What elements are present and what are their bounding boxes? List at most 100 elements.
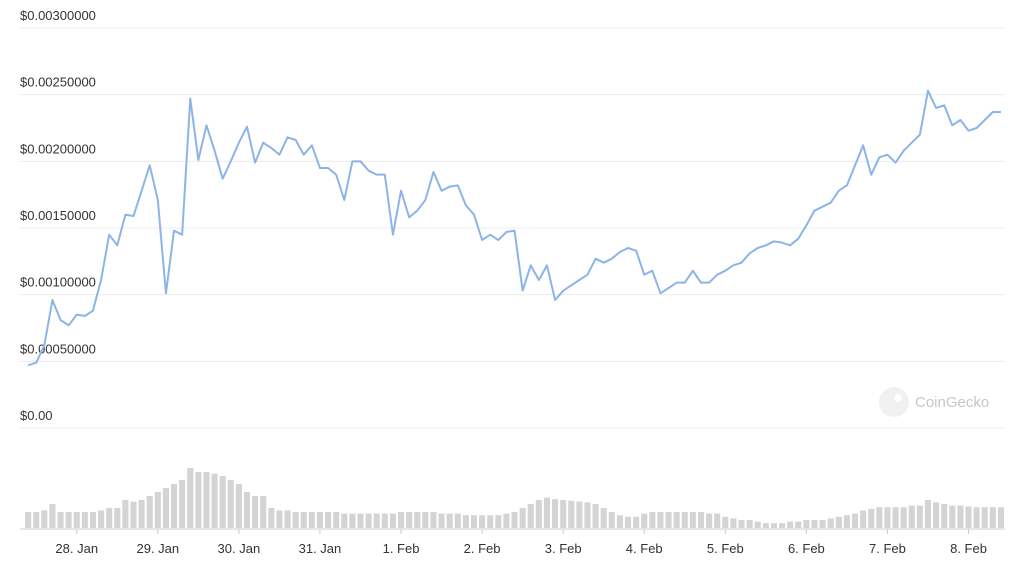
volume-bar — [779, 523, 786, 528]
volume-bar — [957, 505, 964, 528]
volume-bar — [730, 518, 737, 528]
x-tick-label: 1. Feb — [383, 541, 420, 556]
volume-bar — [908, 505, 915, 528]
volume-bar — [154, 492, 161, 528]
volume-bar — [98, 510, 105, 528]
y-tick-label: $0.00300000 — [20, 8, 96, 23]
volume-bar — [195, 472, 202, 528]
watermark-logo — [879, 387, 909, 417]
volume-bar — [924, 500, 932, 528]
volume-bar — [430, 512, 437, 528]
volume-bar — [25, 512, 32, 528]
watermark-logo-eye — [894, 394, 902, 402]
x-tick-label: 8. Feb — [950, 541, 987, 556]
volume-bar — [276, 510, 283, 528]
volume-bar — [33, 512, 40, 528]
volume-bar — [114, 508, 121, 528]
volume-bar — [446, 513, 453, 528]
volume-bar — [187, 468, 194, 528]
volume-bar — [341, 513, 348, 528]
volume-bar — [300, 512, 307, 528]
volume-bar — [333, 512, 340, 528]
volume-bar — [397, 512, 405, 528]
volume-bar — [900, 507, 907, 528]
volume-bar — [697, 512, 705, 528]
volume-bar — [754, 521, 761, 528]
volume-bar — [738, 520, 745, 528]
x-tick-label: 6. Feb — [788, 541, 825, 556]
y-tick-label: $0.00100000 — [20, 275, 96, 290]
volume-bar — [965, 506, 972, 528]
x-tick-label: 30. Jan — [218, 541, 261, 556]
volume-bar — [162, 488, 169, 528]
y-tick-label: $0.00150000 — [20, 208, 96, 223]
volume-bar — [138, 500, 145, 528]
volume-bar — [357, 513, 364, 528]
watermark-text: CoinGecko — [915, 394, 989, 411]
volume-bar — [787, 521, 794, 528]
y-tick-label: $0.00050000 — [20, 341, 96, 356]
volume-bar — [106, 508, 113, 528]
volume-bar — [487, 515, 494, 528]
volume-bar — [884, 507, 891, 528]
volume-bar — [57, 512, 64, 528]
x-tick-label: 28. Jan — [55, 541, 98, 556]
volume-bar — [211, 473, 218, 528]
volume-bar — [41, 510, 48, 528]
volume-bar — [770, 523, 777, 528]
volume-bar — [819, 520, 826, 528]
volume-bar — [365, 513, 372, 528]
volume-bar — [600, 508, 607, 528]
volume-bar — [130, 501, 137, 528]
x-tick-label: 7. Feb — [869, 541, 906, 556]
volume-bar — [949, 505, 956, 528]
volume-bar — [438, 513, 445, 528]
volume-bar — [641, 513, 648, 528]
y-tick-label: $0.00250000 — [20, 75, 96, 90]
volume-bar — [576, 501, 583, 528]
volume-bar — [795, 521, 802, 528]
volume-bar — [803, 520, 810, 528]
volume-bar — [454, 513, 461, 528]
x-tick-label: 4. Feb — [626, 541, 663, 556]
volume-bar — [592, 504, 599, 528]
volume-bar — [933, 502, 940, 528]
volume-bar — [560, 500, 567, 528]
volume-bar — [973, 507, 980, 528]
volume-bar — [373, 513, 380, 528]
x-tick-label: 31. Jan — [299, 541, 342, 556]
volume-bar — [316, 512, 323, 528]
volume-bar — [511, 512, 518, 528]
volume-bar — [868, 508, 875, 528]
y-tick-label: $0.00200000 — [20, 141, 96, 156]
volume-bar — [406, 512, 413, 528]
volume-bar — [657, 512, 664, 528]
volume-bar — [462, 515, 469, 528]
volume-bar — [527, 504, 534, 528]
volume-bar — [535, 500, 542, 528]
volume-bar — [989, 507, 996, 528]
volume-bar — [568, 500, 575, 528]
price-line — [27, 89, 1001, 367]
volume-bar — [543, 497, 550, 528]
volume-bar — [219, 476, 226, 528]
volume-bar — [722, 516, 729, 528]
volume-bar — [389, 513, 396, 528]
x-tick-label: 2. Feb — [464, 541, 501, 556]
volume-bar — [479, 515, 486, 528]
volume-bar — [916, 505, 923, 528]
volume-bar — [495, 515, 502, 528]
volume-bar — [243, 492, 251, 528]
volume-bar — [381, 513, 388, 528]
watermark: CoinGecko — [879, 387, 989, 417]
volume-bar — [941, 504, 948, 528]
volume-bar — [414, 512, 421, 528]
volume-bar — [835, 516, 842, 528]
volume-bar — [851, 513, 859, 528]
volume-bar — [860, 510, 867, 528]
volume-bar — [81, 512, 88, 528]
volume-bar — [503, 513, 510, 528]
volume-bar — [714, 513, 721, 528]
x-tick-label: 3. Feb — [545, 541, 582, 556]
